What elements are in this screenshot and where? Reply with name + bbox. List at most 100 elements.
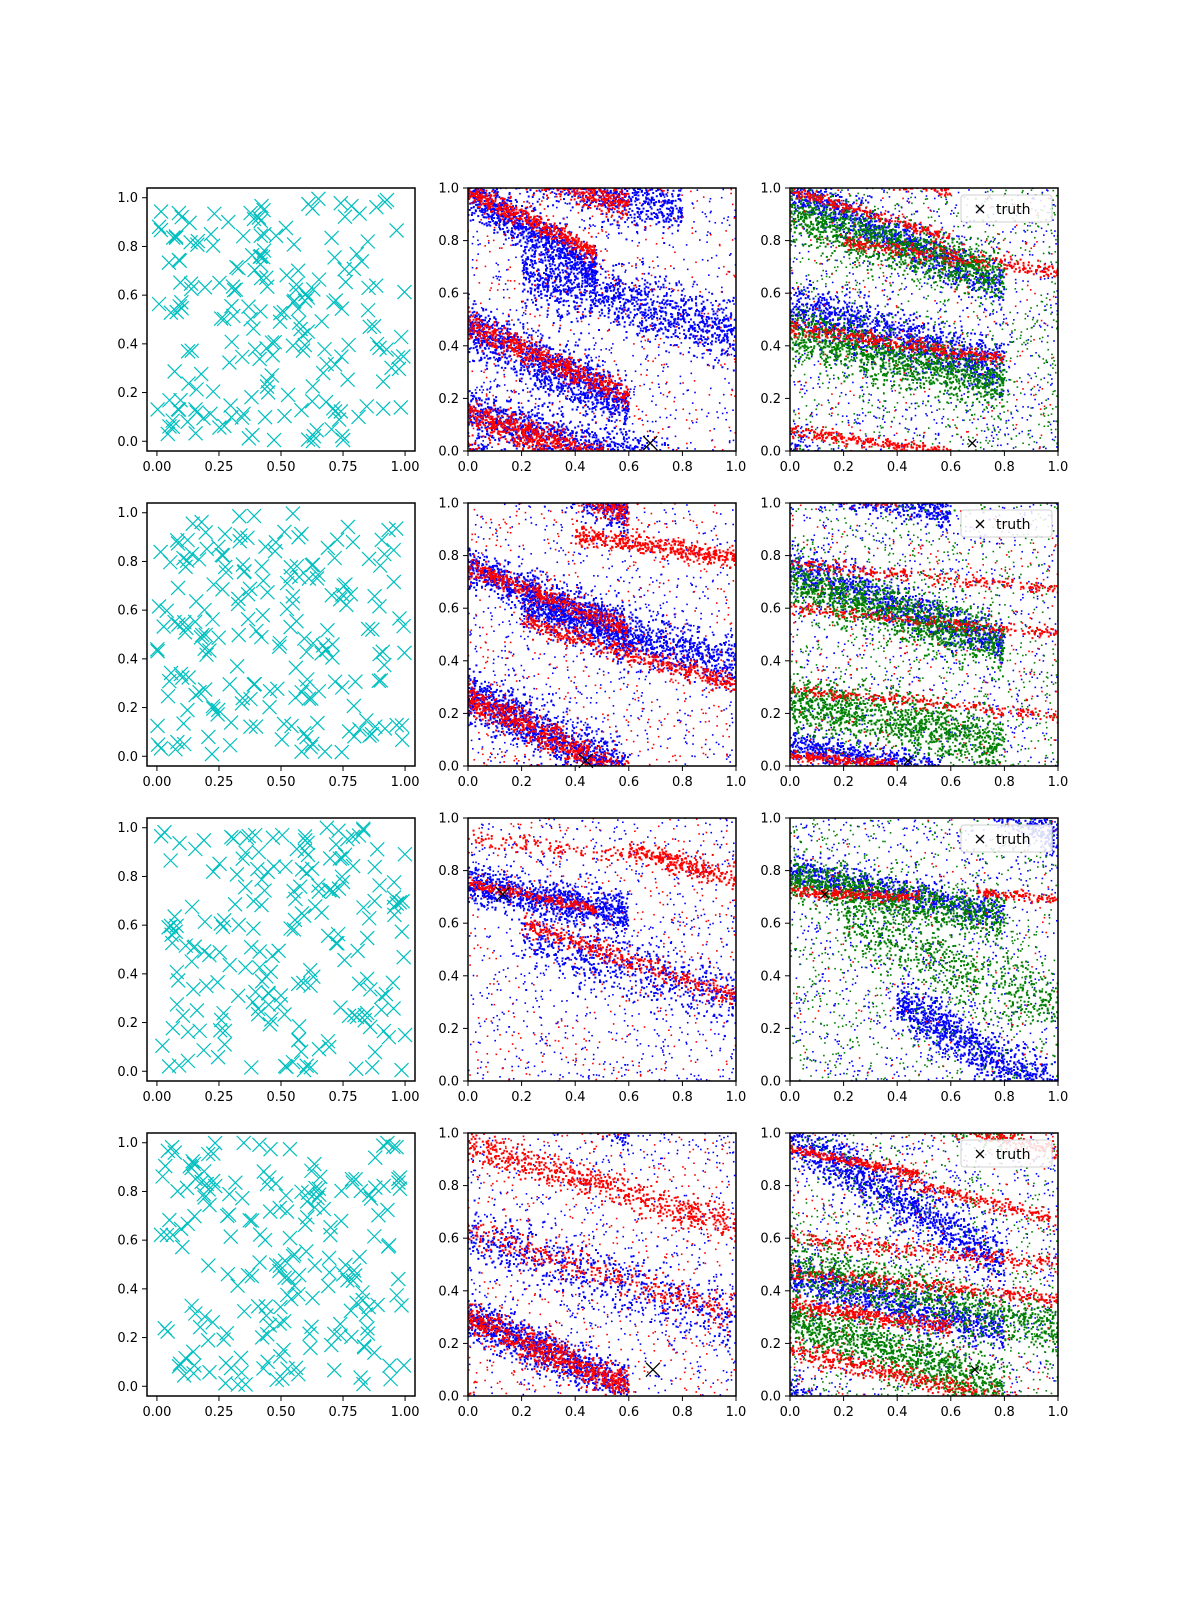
particle — [487, 443, 490, 446]
particle — [582, 399, 585, 402]
particle — [618, 411, 621, 414]
prior-sample-marker — [246, 321, 261, 337]
particle — [620, 197, 623, 200]
particle — [628, 286, 631, 289]
particle — [575, 317, 578, 320]
particle — [594, 432, 597, 435]
particle — [677, 224, 680, 227]
particle — [554, 352, 557, 355]
particle — [588, 295, 591, 298]
particle — [715, 356, 718, 359]
particle — [661, 300, 663, 303]
particle — [531, 345, 534, 348]
particle — [536, 356, 539, 359]
prior-sample-marker — [389, 223, 405, 238]
particle — [663, 295, 666, 298]
particle — [569, 209, 572, 212]
particle — [582, 316, 585, 319]
particle — [733, 326, 736, 329]
particle — [664, 199, 667, 202]
particle — [493, 211, 496, 214]
particle — [731, 388, 733, 391]
particle — [580, 271, 583, 274]
particle — [570, 267, 573, 270]
particle — [616, 404, 619, 407]
particle — [621, 315, 624, 318]
particle — [531, 249, 534, 252]
prior-sample-marker — [379, 192, 395, 208]
particle — [506, 413, 509, 416]
particle — [503, 373, 506, 376]
particle — [557, 425, 560, 428]
particle — [642, 314, 645, 317]
particle — [607, 436, 610, 439]
particle — [521, 314, 524, 317]
prior-sample-marker — [205, 238, 221, 254]
particle — [659, 306, 662, 309]
particle — [526, 387, 529, 390]
particle — [625, 446, 628, 449]
particle — [607, 295, 610, 298]
particle — [666, 200, 669, 203]
particle — [484, 204, 487, 207]
particle — [592, 298, 595, 301]
particle — [728, 271, 731, 273]
particle — [584, 348, 587, 351]
particle — [644, 326, 647, 329]
particle — [627, 436, 630, 439]
particle — [479, 412, 482, 415]
particle — [607, 312, 610, 315]
particle — [688, 308, 691, 311]
particle — [644, 201, 647, 204]
particle — [589, 204, 592, 207]
particle — [565, 300, 568, 303]
particle — [561, 448, 564, 451]
particle — [531, 301, 534, 304]
particle — [583, 253, 586, 256]
particle — [591, 446, 594, 449]
particle — [560, 383, 563, 386]
particle — [609, 407, 612, 410]
prior-sample-marker — [265, 347, 281, 363]
particle — [579, 196, 582, 199]
particle — [596, 270, 599, 273]
particle — [551, 247, 554, 250]
particle — [479, 323, 482, 326]
particle — [505, 430, 508, 433]
particle — [593, 436, 596, 439]
particle — [563, 431, 566, 434]
particle — [721, 339, 724, 342]
particle — [506, 329, 509, 332]
particle — [531, 283, 534, 286]
particle — [661, 212, 664, 215]
particle — [691, 326, 694, 329]
particle — [553, 248, 556, 251]
particle — [674, 417, 677, 420]
particle — [559, 190, 562, 193]
particle — [485, 206, 488, 209]
particle — [521, 233, 524, 236]
particle — [633, 391, 635, 393]
particle — [585, 440, 588, 443]
particle — [641, 320, 644, 323]
particle — [480, 210, 483, 213]
particle — [534, 344, 537, 347]
particle — [614, 407, 617, 410]
particle — [556, 311, 559, 314]
particle — [485, 364, 488, 367]
particle — [612, 412, 615, 415]
particle — [591, 284, 594, 287]
particle — [611, 404, 614, 407]
particle — [541, 413, 544, 416]
particle — [622, 442, 625, 445]
particle — [521, 227, 524, 230]
particle — [497, 360, 500, 363]
particle — [573, 301, 576, 304]
particle — [522, 419, 525, 422]
particle — [610, 420, 613, 423]
particle — [579, 316, 582, 319]
particle — [552, 259, 555, 262]
particle — [525, 278, 528, 281]
particle — [615, 308, 618, 311]
prior-sample-marker — [255, 249, 271, 265]
